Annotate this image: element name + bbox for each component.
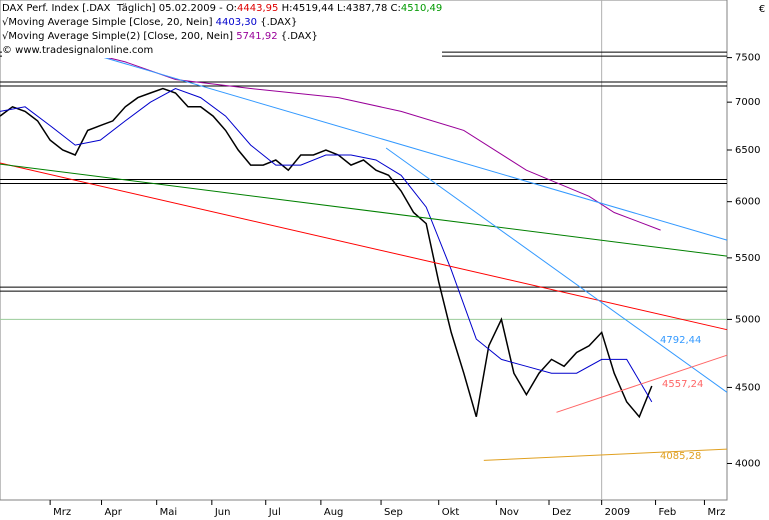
x-tick-label: Mrz (53, 507, 71, 518)
x-tick-label: 2009 (605, 507, 630, 518)
annotation: 4085,28 (660, 451, 701, 462)
series-line (0, 162, 728, 331)
x-tick-label: Mrz (707, 507, 725, 518)
y-tick-label: 5000 (735, 314, 760, 325)
x-tick-label: Mai (160, 507, 178, 518)
header-line: © www.tradesignalonline.com (2, 44, 442, 58)
series-line (0, 163, 728, 257)
legend-ma200: Moving Average Simple(2) [Close, 200, Ne… (8, 31, 234, 42)
annotation: 4557,24 (662, 379, 703, 390)
symbol: {.DAX} (280, 31, 318, 42)
header-line: √Moving Average Simple(2) [Close, 200, N… (2, 31, 318, 42)
series-line (0, 87, 653, 403)
header-line: DAX Perf. Index [.DAX Täglich] 05.02.200… (2, 2, 442, 16)
low: L:4387,78 (337, 3, 388, 14)
symbol: {.DAX} (260, 17, 298, 28)
x-tick-label: Okt (442, 507, 460, 518)
x-tick-label: Apr (105, 507, 123, 518)
y-tick-label: 6500 (735, 145, 760, 156)
y-tick-label: 7500 (735, 53, 760, 64)
y-tick-label: 7000 (735, 97, 760, 108)
annotation: 4792,44 (660, 335, 701, 346)
legend-ma20: Moving Average Simple [Close, 20, Nein] (8, 17, 213, 28)
currency: € (759, 4, 765, 15)
plot-frame (0, 0, 728, 501)
y-tick-label: 4500 (735, 382, 760, 393)
y-tick-label: 4000 (735, 458, 760, 469)
open-label: O: (225, 3, 238, 14)
x-tick-label: Feb (659, 507, 677, 518)
y-tick-label: 5500 (735, 253, 760, 264)
x-tick-label: Jun (214, 507, 231, 518)
x-tick-label: Aug (324, 507, 344, 518)
ma20-value: 4403,30 (215, 17, 258, 28)
series-line (483, 448, 728, 461)
series-line (60, 44, 728, 241)
header-line: √Moving Average Simple [Close, 20, Nein]… (2, 17, 298, 28)
ma200-value: 5741,92 (236, 31, 278, 42)
x-tick-label: Nov (499, 507, 519, 518)
series-line (385, 147, 728, 393)
close-label: C: (390, 3, 401, 14)
x-tick-label: Sep (384, 507, 403, 518)
open-value: 4443,95 (237, 3, 279, 14)
x-tick-label: Jul (268, 507, 281, 518)
high: H:4519,44 (281, 3, 334, 14)
title: DAX Perf. Index [.DAX Täglich] 05.02.200… (2, 3, 226, 14)
close-value: 4510,49 (400, 3, 443, 14)
x-tick-label: Dez (552, 507, 571, 518)
header: DAX Perf. Index [.DAX Täglich] 05.02.200… (2, 2, 443, 58)
series-line (556, 354, 728, 413)
series-line (0, 87, 653, 419)
y-tick-label: 6000 (735, 197, 760, 208)
source: © www.tradesignalonline.com (2, 45, 154, 56)
